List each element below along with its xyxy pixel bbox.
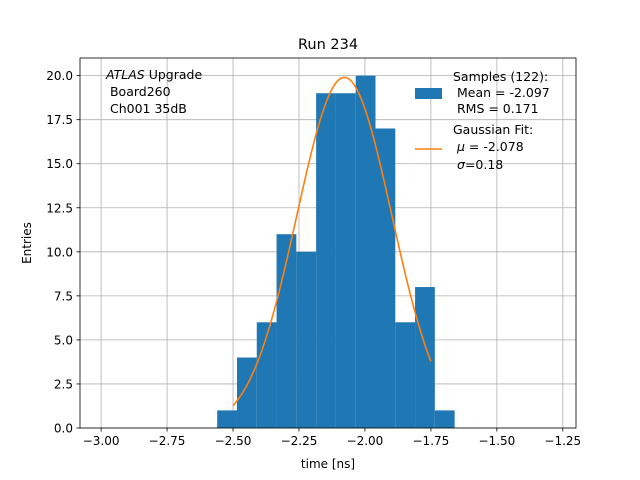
x-tick-label: −2.50 bbox=[215, 434, 252, 448]
y-axis-ticks: 0.0 2.5 5.0 7.5 10.0 12.5 15.0 17.5 20.0 bbox=[46, 69, 80, 436]
plot-frame bbox=[79, 57, 577, 429]
histogram-bars bbox=[217, 75, 455, 428]
x-tick-label: −1.50 bbox=[478, 434, 515, 448]
legend-mu-value: = -2.078 bbox=[465, 139, 524, 154]
legend-samples-mean: Mean = -2.097 bbox=[453, 85, 550, 100]
annotation-upgrade: Upgrade bbox=[145, 67, 203, 82]
histogram-bar bbox=[335, 93, 356, 428]
atlas-annotation: ATLAS Upgrade Board260 Ch001 35dB bbox=[105, 67, 202, 116]
y-axis-label: Entries bbox=[20, 222, 34, 264]
y-tick-label: 20.0 bbox=[46, 69, 73, 83]
legend-sigma-symbol: σ bbox=[457, 157, 466, 172]
y-tick-label: 12.5 bbox=[46, 201, 73, 215]
y-tick-label: 0.0 bbox=[54, 422, 73, 436]
gaussian-fit-curve bbox=[232, 76, 432, 407]
y-tick-label: 7.5 bbox=[54, 289, 73, 303]
legend-samples-rms: RMS = 0.171 bbox=[453, 101, 539, 116]
x-tick-label: −2.75 bbox=[149, 434, 186, 448]
legend-samples-title: Samples (122): bbox=[453, 69, 548, 84]
x-tick-label: −3.00 bbox=[83, 434, 120, 448]
y-tick-label: 17.5 bbox=[46, 113, 73, 127]
x-tick-label: −1.25 bbox=[544, 434, 581, 448]
histogram-bar bbox=[217, 410, 237, 428]
histogram-bar bbox=[236, 357, 257, 428]
y-tick-label: 15.0 bbox=[46, 157, 73, 171]
annotation-line-3: Ch001 35dB bbox=[106, 101, 187, 116]
legend-sigma-value: =0.18 bbox=[465, 157, 503, 172]
annotation-line-2: Board260 bbox=[106, 84, 171, 99]
annotation-atlas: ATLAS bbox=[105, 67, 145, 82]
y-tick-label: 2.5 bbox=[54, 377, 73, 391]
x-axis-ticks: −3.00 −2.75 −2.50 −2.25 −2.00 −1.75 −1.50 −1.25 bbox=[83, 428, 581, 448]
gaussian-fit bbox=[232, 76, 432, 407]
histogram-bar bbox=[434, 410, 455, 428]
annotation-line-1: ATLAS Upgrade bbox=[105, 67, 202, 82]
legend-fit-mu: μ = -2.078 bbox=[456, 139, 524, 154]
x-tick-label: −1.75 bbox=[413, 434, 450, 448]
histogram-bar bbox=[296, 251, 317, 428]
histogram-bar bbox=[375, 128, 396, 428]
histogram-bar bbox=[355, 75, 376, 428]
legend-samples-swatch bbox=[415, 88, 442, 99]
legend-mu-symbol: μ bbox=[456, 139, 465, 154]
histogram-bar bbox=[316, 93, 336, 428]
legend-fit-sigma: σ=0.18 bbox=[457, 157, 503, 172]
y-tick-label: 5.0 bbox=[54, 333, 73, 347]
x-tick-label: −2.25 bbox=[281, 434, 318, 448]
y-tick-label: 10.0 bbox=[46, 245, 73, 259]
legend: Samples (122): Mean = -2.097 RMS = 0.171… bbox=[415, 69, 550, 172]
histogram-bar bbox=[395, 322, 416, 428]
x-tick-label: −2.00 bbox=[347, 434, 384, 448]
chart-title: Run 234 bbox=[298, 37, 358, 53]
legend-fit-title: Gaussian Fit: bbox=[453, 122, 533, 137]
x-axis-label: time [ns] bbox=[301, 457, 355, 471]
histogram-bar bbox=[415, 287, 435, 428]
